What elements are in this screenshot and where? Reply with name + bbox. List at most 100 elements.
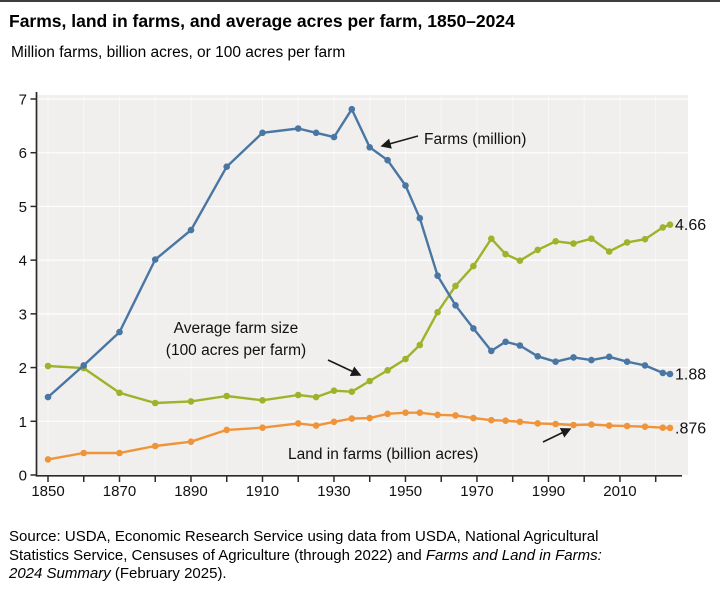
chart-units-subtitle: Million farms, billion acres, or 100 acr… (11, 44, 346, 61)
data-point (259, 397, 266, 404)
data-point (187, 226, 195, 234)
annotation-avg-farm-size: Average farm size (100 acres per farm) (166, 320, 362, 376)
x-tick-label: 1990 (532, 483, 565, 500)
end-value-label-average-farm-size-100-acres-per-farm: 4.66 (675, 217, 706, 234)
data-point (44, 393, 52, 401)
data-point (416, 214, 424, 222)
data-point (659, 424, 667, 432)
data-point (294, 391, 302, 399)
data-point (294, 125, 302, 132)
data-point (384, 410, 391, 418)
series-land-in-farms-billion-acres (44, 409, 674, 463)
data-point (570, 240, 577, 247)
data-point (44, 362, 52, 370)
annotation-arrow (327, 359, 362, 376)
data-point (452, 282, 459, 290)
x-tick-label: 1870 (103, 483, 136, 500)
data-point (623, 239, 631, 246)
data-point (366, 414, 374, 422)
data-point (488, 235, 495, 242)
data-point (312, 422, 320, 429)
data-point (534, 420, 541, 427)
y-tick-label: 2 (19, 360, 27, 377)
data-point (187, 438, 195, 446)
data-point (330, 418, 338, 426)
data-point (488, 347, 495, 355)
y-tick-label: 0 (19, 468, 27, 485)
data-point (151, 442, 159, 450)
data-point (516, 257, 524, 264)
source-line-3: 2024 Summary (February 2025). (9, 565, 227, 582)
data-point (402, 182, 409, 189)
data-point (330, 387, 338, 395)
data-point (588, 421, 595, 428)
annotation-farms: Farms (million) (380, 131, 526, 149)
data-point (659, 369, 667, 377)
data-point (116, 449, 123, 457)
data-point (502, 417, 509, 425)
data-point (534, 246, 541, 254)
data-point (516, 342, 524, 349)
data-point (80, 449, 87, 457)
data-point (416, 409, 424, 417)
data-point (384, 156, 391, 164)
data-point (259, 129, 266, 137)
y-tick-label: 6 (19, 145, 27, 162)
data-point (452, 412, 459, 419)
x-tick-label: 2010 (603, 483, 636, 500)
data-point (470, 262, 477, 270)
data-point (502, 250, 509, 258)
data-point (330, 133, 338, 141)
annotation-arrow (380, 135, 419, 149)
x-tick-label: 1910 (246, 483, 279, 500)
farms-line-chart: 0 1 2 3 4 5 6 7 1850 1870 1890 1910 1930 1950 1970 1990… (19, 92, 707, 501)
plot-panel (37, 95, 688, 475)
annotation-label: Average farm size (174, 320, 299, 337)
chart-title: Farms, land in farms, and average acres … (9, 11, 515, 31)
data-point (641, 362, 649, 369)
data-point (570, 421, 577, 429)
data-point (470, 414, 477, 422)
data-point (80, 362, 87, 369)
data-point (605, 353, 613, 361)
data-point (623, 422, 631, 430)
window-top-edge (0, 0, 720, 2)
data-point (434, 308, 441, 316)
data-point (223, 163, 230, 170)
end-value-label-land-in-farms-billion-acres: .876 (675, 420, 706, 437)
data-point (294, 420, 302, 427)
data-point (666, 370, 674, 378)
data-point (402, 355, 409, 363)
x-tick-label: 1850 (31, 483, 64, 500)
data-point (116, 389, 123, 397)
data-point (659, 224, 667, 231)
data-point (116, 328, 123, 336)
data-point (434, 272, 441, 279)
data-point (623, 358, 631, 366)
data-point (552, 238, 559, 245)
annotation-land-in-farms: Land in farms (billion acres) (288, 428, 572, 463)
x-tick-label: 1930 (317, 483, 350, 500)
data-point (666, 221, 674, 228)
data-point (151, 256, 159, 263)
data-point (588, 356, 595, 364)
data-point (312, 393, 320, 401)
data-point (534, 353, 541, 360)
x-tick-label: 1890 (174, 483, 207, 500)
axes: 0 1 2 3 4 5 6 7 1850 1870 1890 1910 1930 1950 1970 1990… (19, 92, 682, 500)
y-tick-label: 5 (19, 199, 27, 216)
data-point (552, 358, 559, 366)
data-point (516, 418, 524, 426)
source-line-2: Statistics Service, Censuses of Agricult… (9, 546, 602, 564)
data-point (348, 415, 356, 422)
data-point (605, 422, 613, 429)
data-point (366, 144, 374, 151)
data-point (470, 325, 477, 332)
data-point (552, 420, 559, 428)
data-point (588, 235, 595, 242)
source-line-1: Source: USDA, Economic Research Service … (9, 528, 599, 545)
y-tick-label: 4 (19, 253, 27, 270)
end-value-label-farms-million: 1.88 (675, 367, 706, 384)
data-point (502, 338, 509, 346)
data-point (416, 341, 424, 349)
